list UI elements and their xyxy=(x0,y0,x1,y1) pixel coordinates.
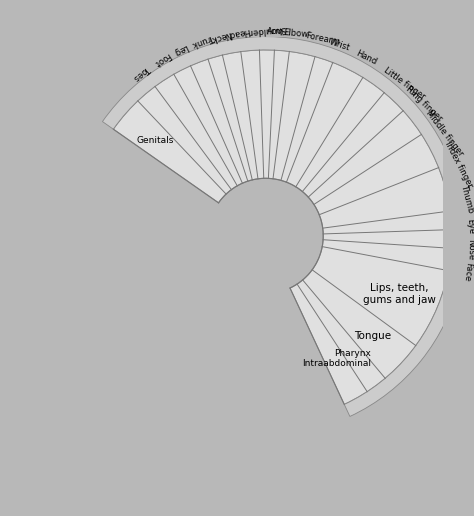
Text: Arm: Arm xyxy=(267,27,284,36)
Text: Neck: Neck xyxy=(209,29,232,43)
Text: Shoulder: Shoulder xyxy=(248,24,286,37)
Text: Little finger: Little finger xyxy=(382,66,427,102)
Text: Head: Head xyxy=(228,26,251,39)
Text: Foot: Foot xyxy=(152,51,172,68)
Text: Leg: Leg xyxy=(172,42,189,57)
Text: Pharynx: Pharynx xyxy=(334,349,371,358)
Text: Genitals: Genitals xyxy=(137,136,173,145)
Text: Intraabdominal: Intraabdominal xyxy=(302,359,371,368)
Text: Toes: Toes xyxy=(131,64,151,83)
Text: Elbow: Elbow xyxy=(283,27,309,39)
Text: Wrist: Wrist xyxy=(328,37,352,53)
Text: Eye: Eye xyxy=(465,218,474,235)
Text: Nose: Nose xyxy=(465,239,474,261)
Wedge shape xyxy=(113,50,452,405)
Text: Lips, teeth,
gums and jaw: Lips, teeth, gums and jaw xyxy=(363,283,436,305)
Text: Forearm: Forearm xyxy=(305,31,341,46)
Text: Middle finger: Middle finger xyxy=(424,108,465,157)
Wedge shape xyxy=(102,37,465,416)
Text: Index finger: Index finger xyxy=(444,140,474,189)
Text: Thumb: Thumb xyxy=(459,183,474,214)
Text: Face: Face xyxy=(462,261,473,281)
Text: Tongue: Tongue xyxy=(354,331,391,341)
Text: Ring finger: Ring finger xyxy=(404,85,444,123)
Text: Hand: Hand xyxy=(355,49,378,67)
Text: Trunk: Trunk xyxy=(191,33,216,49)
